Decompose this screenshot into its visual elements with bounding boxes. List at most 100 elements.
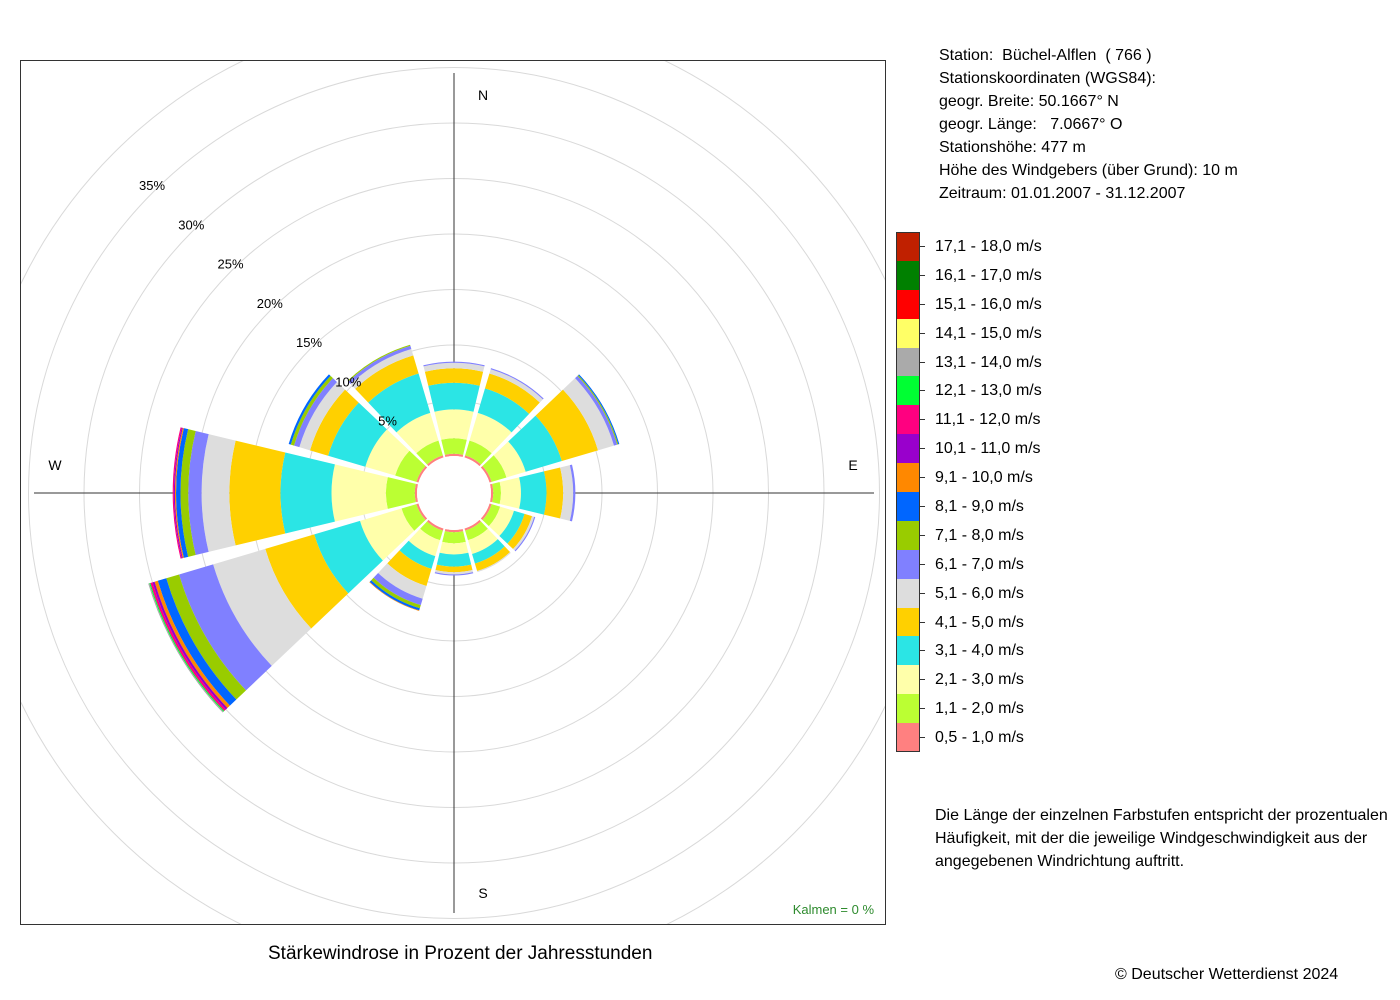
wedge-segment (444, 453, 464, 458)
wedge-segment (507, 513, 533, 550)
legend-tick (920, 361, 925, 363)
wedge-segment (365, 429, 410, 476)
wedge-segment (387, 550, 432, 586)
legend-swatch (896, 232, 920, 261)
wedge-segment (519, 471, 547, 515)
wedge-segment (435, 564, 473, 573)
legend-tick (920, 563, 925, 565)
legend-swatch (896, 578, 920, 608)
legend-swatch (896, 405, 920, 435)
wedge-segment (480, 503, 492, 520)
copyright-notice: © Deutscher Wetterdienst 2024 (1115, 966, 1339, 983)
wedge-segment (482, 455, 507, 482)
wedge-segment (474, 546, 511, 572)
wedge-segment (420, 521, 443, 541)
legend-tick (920, 621, 925, 623)
wedge-segment (385, 477, 416, 509)
wedge-segment (213, 548, 312, 666)
wedge-segment (331, 464, 388, 522)
wedge-segment (173, 427, 183, 559)
legend-tick (920, 506, 925, 508)
legend-label: 2,1 - 3,0 m/s (935, 671, 1024, 689)
cardinal-label: E (848, 457, 857, 473)
wedge-segment (543, 467, 564, 519)
legend-label: 6,1 - 7,0 m/s (935, 555, 1024, 573)
wedge-segment (309, 389, 359, 456)
wedge-segment (180, 429, 196, 557)
wedge-segment (294, 378, 337, 448)
legend-swatch (896, 463, 920, 493)
legend-tick (920, 390, 925, 392)
wedge-segment (436, 552, 472, 567)
wedge-segment (492, 482, 501, 504)
legend-label: 7,1 - 8,0 m/s (935, 526, 1024, 544)
wedge-segment (464, 455, 481, 467)
wedge-segment (465, 521, 488, 541)
chart-caption: Stärkewindrose in Prozent der Jahresstun… (268, 943, 653, 964)
wedge-segment (399, 540, 436, 569)
legend-label: 15,1 - 16,0 m/s (935, 295, 1042, 313)
wedge-segment (328, 402, 387, 467)
legend-tick (920, 534, 925, 536)
legend-label: 0,5 - 1,0 m/s (935, 729, 1024, 747)
legend-swatch (896, 492, 920, 521)
cardinal-label: S (478, 885, 487, 901)
station-elevation: Stationshöhe: 477 m (939, 139, 1086, 156)
legend-label: 5,1 - 6,0 m/s (935, 584, 1024, 602)
wedge-segment (166, 574, 246, 700)
legend-label: 16,1 - 17,0 m/s (935, 266, 1042, 284)
wedge-segment (427, 455, 444, 467)
wedge-segment (369, 580, 420, 611)
legend-tick (920, 332, 925, 334)
wedge-segment (467, 528, 498, 555)
radial-tick-label: 30% (178, 217, 204, 232)
wind-rose-chart: 5% 10% 15% 20% 25% 30% 35% N E S W Kalmen = 0 % (21, 61, 885, 924)
wedge-segment (414, 483, 419, 503)
station-longitude: geogr. Länge: 7.0667° O (939, 116, 1123, 133)
legend-label: 4,1 - 5,0 m/s (935, 613, 1024, 631)
wedge-segment (434, 409, 474, 440)
radial-tick-label: 20% (257, 296, 283, 311)
legend-swatch (896, 289, 920, 319)
wedge-segment (427, 519, 444, 531)
legend-label: 12,1 - 13,0 m/s (935, 382, 1042, 400)
time-period: Zeitraum: 01.01.2007 - 31.12.2007 (939, 185, 1186, 202)
wedge-segment (477, 388, 530, 433)
wedge-segment (416, 503, 428, 520)
wedge-segment (493, 441, 526, 478)
legend-label: 8,1 - 9,0 m/s (935, 498, 1024, 516)
legend-tick (920, 679, 925, 681)
legend-tick (920, 708, 925, 710)
wedge-segment (444, 528, 464, 533)
wedge-segment (229, 440, 286, 546)
wedge-segment (348, 345, 412, 385)
wedge-segment (395, 450, 426, 482)
wedge-segment (280, 452, 335, 534)
wedge-segment (514, 516, 536, 552)
anemometer-height: Höhe des Windgebers (über Grund): 10 m (939, 162, 1238, 179)
wedge-segment (378, 563, 427, 599)
radial-tick-label: 5% (378, 414, 397, 429)
grid-circle (28, 67, 880, 919)
wedge-segment (288, 374, 331, 445)
station-name: Station: Büchel-Alflen ( 766 ) (939, 47, 1152, 64)
explanation-note: Die Länge der einzelnen Farbstufen entsp… (935, 807, 1388, 870)
wedge-segment (508, 415, 562, 472)
wedge-segment (265, 534, 349, 629)
wedge-segment (434, 569, 474, 575)
legend-tick (920, 737, 925, 739)
wedge-segment (560, 465, 574, 521)
radial-tick-label: 15% (296, 335, 322, 350)
wedge-segment (408, 528, 441, 557)
legend-tick (920, 650, 925, 652)
legend-swatch (896, 520, 920, 550)
legend-swatch (896, 434, 920, 464)
wedge-segment (201, 434, 236, 552)
wedge-segment (472, 539, 505, 564)
wedge-segment (175, 427, 184, 559)
calm-circle (417, 456, 491, 530)
legend-swatch (896, 376, 920, 406)
wedge-segment (368, 373, 431, 433)
wedge-segment (373, 572, 423, 606)
legend-tick (920, 419, 925, 421)
